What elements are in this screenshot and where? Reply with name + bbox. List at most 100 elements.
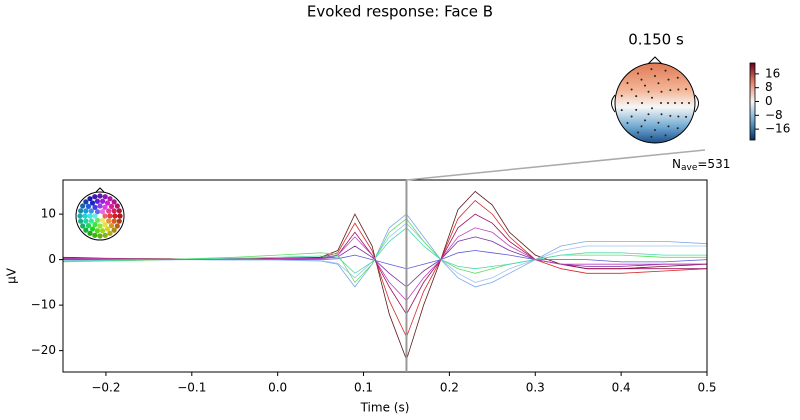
sensor-dot [669,114,672,117]
sensor-dot [650,68,653,71]
sensor-legend-dot [108,223,115,229]
y-tick-label: −20 [31,343,56,357]
x-axis-label: Time (s) [360,401,410,415]
sensor-legend-dot [87,230,93,236]
sensor-legend-dot [83,208,89,214]
sensor-dot [640,125,643,128]
sensor-legend-dot [78,218,84,224]
sensor-legend-dot [92,213,98,219]
sensor-legend-dot [111,199,117,205]
sensor-dot [654,75,656,77]
sensor-legend-dot [92,232,98,238]
sensor-dot [685,88,688,91]
sensor-legend-dot [116,208,122,214]
plot-frame [62,179,708,373]
sensor-dot [626,121,629,124]
y-tick-label: −10 [31,298,56,312]
sensor-legend-dot [87,213,93,219]
sensor-legend-dot [88,208,94,214]
y-tick-label: 0 [48,252,56,266]
sensor-dot [676,76,679,79]
colorbar-tick-label: 16 [765,66,780,80]
sensor-legend-dot [97,223,103,229]
sensor-legend-dot [111,227,117,233]
sensor-dot [667,78,670,81]
sensor-legend-dot [94,198,100,204]
y-tick-label: 10 [41,207,56,221]
x-tick-label: 0.5 [697,381,716,395]
x-tick-label: −0.1 [177,381,206,395]
sensor-dot [660,90,663,93]
sensor-legend-dot [77,213,83,219]
x-tick-label: 0.0 [268,381,287,395]
x-tick-label: 0.1 [354,381,373,395]
sensor-legend-dot [106,208,112,214]
sensor-dot [681,102,683,104]
sensor-legend-dot [108,203,115,209]
sensor-dot [685,115,688,118]
sensor-dot [637,131,639,134]
sensor-dot [647,113,650,116]
time-link [406,149,706,181]
x-tick-label: −0.2 [91,381,120,395]
sensor-dot [657,82,660,85]
sensor-legend-dot [117,213,123,219]
sensor-legend-dot [111,218,117,224]
nave-label: Nave=531 [672,157,730,173]
sensor-legend-dot [97,233,103,239]
sensor-dot [641,102,643,104]
sensor-dot [657,121,660,124]
x-tick-label: 0.3 [526,381,545,395]
channel-line [63,227,707,302]
sensor-dot [677,88,680,91]
colorbar-tick-label: −8 [765,108,783,122]
sensor-legend-dot [107,213,113,219]
sensor-legend [75,187,125,241]
sensor-legend-dot [83,218,89,224]
sensor-dot [620,94,623,97]
colorbar-tick-label: 8 [765,80,773,94]
x-tick-label: 0.4 [612,381,631,395]
sensor-dot [640,78,643,81]
sensor-legend-dot [89,200,96,206]
sensor-dot [651,107,653,110]
colorbar [749,62,756,141]
sensor-dot [677,115,680,118]
sensor-legend-dot [88,218,94,224]
sensor-legend-dot [102,232,108,238]
sensor-legend-dot [102,222,108,228]
sensor-legend-dot [87,196,93,202]
nave-subscript: ave [681,163,698,173]
sensor-legend-dot [102,204,108,210]
sensor-legend-dot [107,196,113,202]
colorbar-tick-label: −16 [765,122,790,136]
sensor-legend-dot [104,226,111,232]
sensor-legend-dot [106,218,112,224]
sensor-legend-dot [100,228,106,234]
sensor-dot [654,129,656,131]
sensor-dot [637,72,639,75]
channel-line [63,227,707,274]
sensor-legend-dot [97,203,103,209]
sensor-dot [651,96,653,99]
sensor-dot [627,102,629,104]
sensor-dot [664,69,667,72]
sensor-legend-dot [92,222,98,228]
topomap-title: 0.150 s [628,31,684,49]
sensor-dot [650,135,653,138]
sensor-dot [635,95,638,98]
sensor-legend-dot [114,223,120,229]
sensor-legend-dot [102,194,108,200]
sensor-dot [676,127,679,130]
sensor-legend-dot [94,228,100,234]
sensor-legend-dot [80,203,86,209]
sensor-legend-dot [114,203,120,209]
sensor-legend-dot [99,217,106,223]
sensor-legend-dot [102,213,108,219]
sensor-legend-dot [104,200,111,206]
sensor-dot [660,102,662,104]
sensor-legend-dot [83,199,89,205]
sensor-dot [688,102,690,104]
sensor-legend-dot [107,230,113,236]
sensor-legend-dot [83,227,89,233]
